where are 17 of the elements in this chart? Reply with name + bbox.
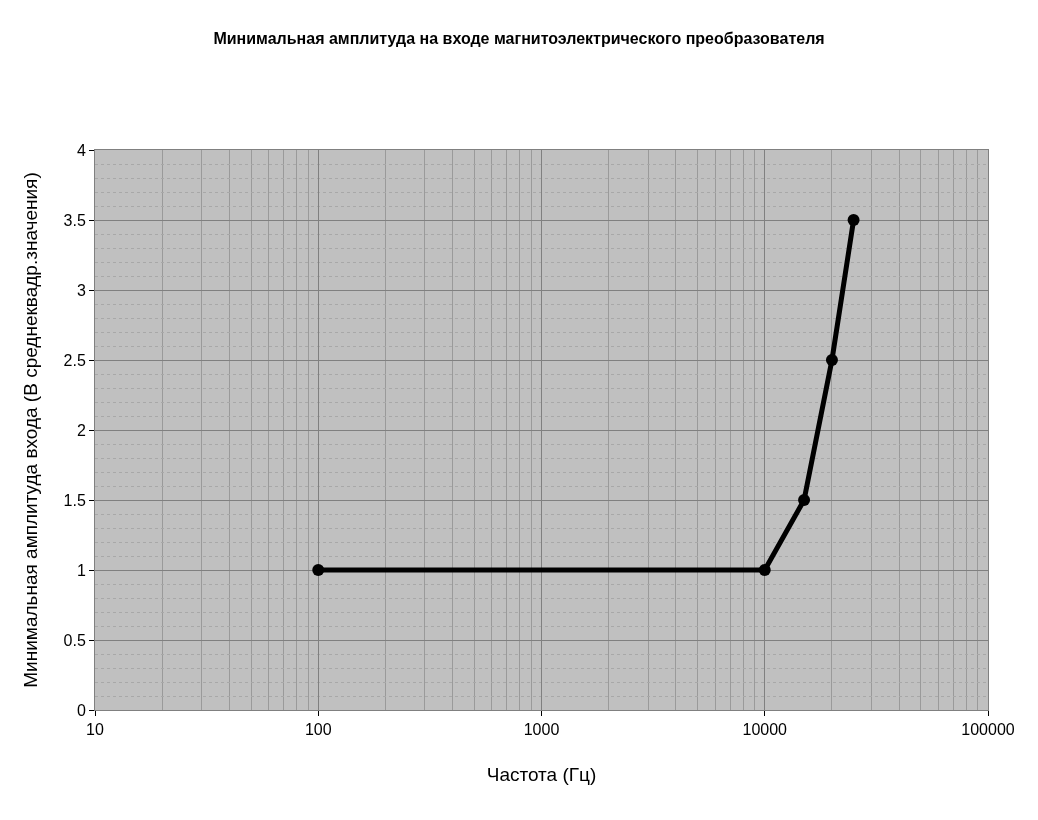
chart-title: Минимальная амплитуда на входе магнитоэлектрического преобразователя [213, 30, 825, 47]
y-tick-label: 1.5 [63, 491, 86, 509]
y-tick-label: 2.5 [63, 351, 86, 369]
y-tick-label: 3.5 [63, 211, 86, 229]
y-tick-label: 0 [76, 701, 86, 719]
y-axis-title: Минимальная амплитуда входа (В среднеквадр.значения) [20, 172, 42, 688]
x-tick-label: 10 [86, 721, 104, 739]
x-tick-label: 10000 [742, 721, 788, 739]
x-axis-title: Частота (Гц) [486, 764, 597, 785]
y-tick-label: 2 [76, 421, 86, 439]
x-tick-label: 1000 [523, 721, 560, 739]
y-tick-label: 3 [76, 281, 86, 299]
y-tick-label: 4 [76, 141, 86, 159]
x-tick-label: 100 [304, 721, 332, 739]
x-tick-label: 100000 [961, 721, 1015, 739]
y-tick-label: 0.5 [63, 631, 86, 649]
y-tick-label: 1 [76, 561, 86, 579]
